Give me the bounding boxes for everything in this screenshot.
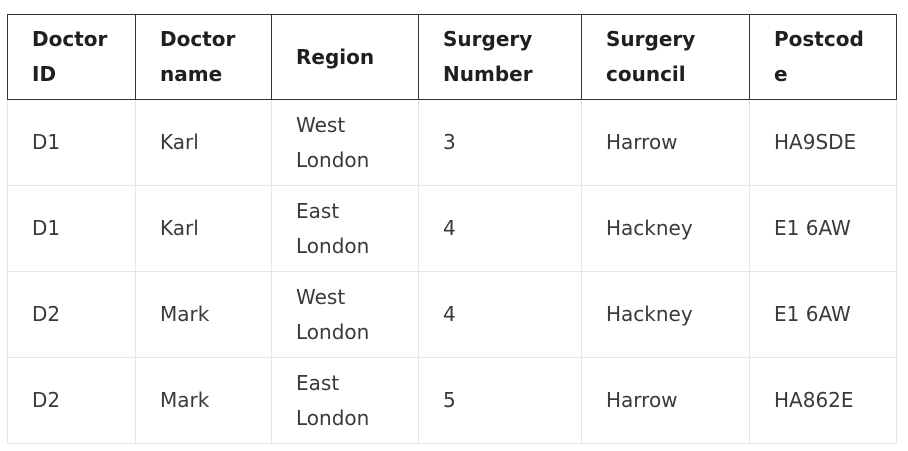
cell-region: West London <box>271 99 419 186</box>
cell-postcode: HA862E <box>749 357 897 444</box>
cell-surgery-number: 5 <box>418 357 582 444</box>
column-header-surgery-council: Surgery council <box>581 14 750 100</box>
cell-doctor-id: D1 <box>7 99 136 186</box>
cell-doctor-id: D2 <box>7 357 136 444</box>
cell-postcode: HA9SDE <box>749 99 897 186</box>
column-header-region: Region <box>271 14 419 100</box>
cell-surgery-council: Hackney <box>581 271 750 358</box>
cell-surgery-council: Harrow <box>581 99 750 186</box>
cell-surgery-council: Hackney <box>581 185 750 272</box>
cell-surgery-number: 3 <box>418 99 582 186</box>
cell-doctor-name: Karl <box>135 99 272 186</box>
cell-surgery-number: 4 <box>418 271 582 358</box>
data-table-container: Doctor ID Doctor name Region Surgery Num… <box>7 14 897 444</box>
table-row: D2 Mark West London 4 Hackney E1 6AW <box>7 271 897 358</box>
cell-doctor-name: Mark <box>135 271 272 358</box>
doctor-surgery-table: Doctor ID Doctor name Region Surgery Num… <box>7 14 897 444</box>
column-header-postcode: Postcode <box>749 14 897 100</box>
column-header-surgery-number: Surgery Number <box>418 14 582 100</box>
cell-region: East London <box>271 357 419 444</box>
cell-doctor-name: Karl <box>135 185 272 272</box>
cell-postcode: E1 6AW <box>749 185 897 272</box>
cell-doctor-id: D1 <box>7 185 136 272</box>
table-row: D2 Mark East London 5 Harrow HA862E <box>7 357 897 444</box>
cell-surgery-council: Harrow <box>581 357 750 444</box>
cell-doctor-name: Mark <box>135 357 272 444</box>
column-header-doctor-id: Doctor ID <box>7 14 136 100</box>
cell-region: East London <box>271 185 419 272</box>
table-row: D1 Karl West London 3 Harrow HA9SDE <box>7 99 897 186</box>
table-header-row: Doctor ID Doctor name Region Surgery Num… <box>7 14 897 100</box>
column-header-doctor-name: Doctor name <box>135 14 272 100</box>
cell-postcode: E1 6AW <box>749 271 897 358</box>
cell-region: West London <box>271 271 419 358</box>
cell-doctor-id: D2 <box>7 271 136 358</box>
table-row: D1 Karl East London 4 Hackney E1 6AW <box>7 185 897 272</box>
cell-surgery-number: 4 <box>418 185 582 272</box>
